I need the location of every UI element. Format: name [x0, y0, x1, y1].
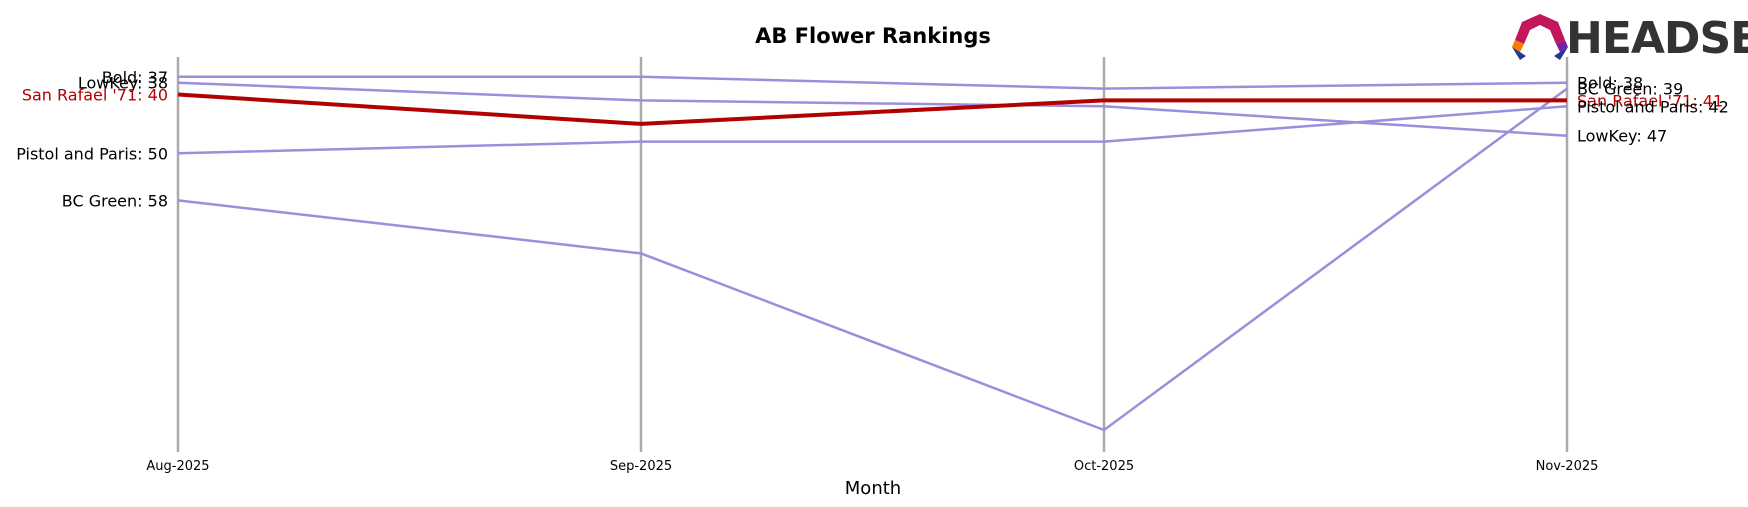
end-label: LowKey: 47	[1577, 127, 1667, 146]
end-labels: Bold: 38 LowKey: 47 San Rafael '71: 41Pist…	[1577, 74, 1729, 146]
end-label: Pistol and Paris: 42	[1577, 97, 1729, 116]
start-label: LowKey: 38	[78, 74, 168, 93]
chart-title: AB Flower Rankings	[755, 24, 991, 48]
series-line	[178, 75, 1568, 90]
headset-logo-icon	[1512, 14, 1568, 60]
x-tick-label: Oct-2025	[1074, 459, 1134, 474]
series-lines	[177, 75, 1568, 432]
x-tick-label: Aug-2025	[146, 459, 209, 474]
end-label: San Rafael '71: 41	[1577, 91, 1723, 110]
headset-logo-text: HEADSET	[1566, 13, 1748, 64]
series-line	[177, 105, 1568, 155]
x-axis-label: Month	[845, 478, 901, 499]
month-gridlines	[176, 57, 1569, 452]
x-tick-label: Sep-2025	[610, 459, 672, 474]
end-label: Bold: 38	[1577, 74, 1643, 93]
start-label: Bold: 37	[102, 68, 168, 87]
start-label: BC Green: 58	[62, 191, 168, 210]
headset-logo: HEADSET	[1512, 13, 1748, 64]
x-tick-label: Nov-2025	[1536, 459, 1599, 474]
series-line	[177, 81, 1568, 137]
x-axis-ticks: Aug-2025 Sep-2025 Oct-2025 Nov-2025	[146, 459, 1598, 474]
start-label: Pistol and Paris: 50	[16, 144, 168, 163]
start-label: San Rafael '71: 40	[22, 86, 168, 105]
end-label: BC Green: 39	[1577, 80, 1683, 99]
series-line	[177, 92, 1567, 126]
series-line	[177, 87, 1568, 432]
